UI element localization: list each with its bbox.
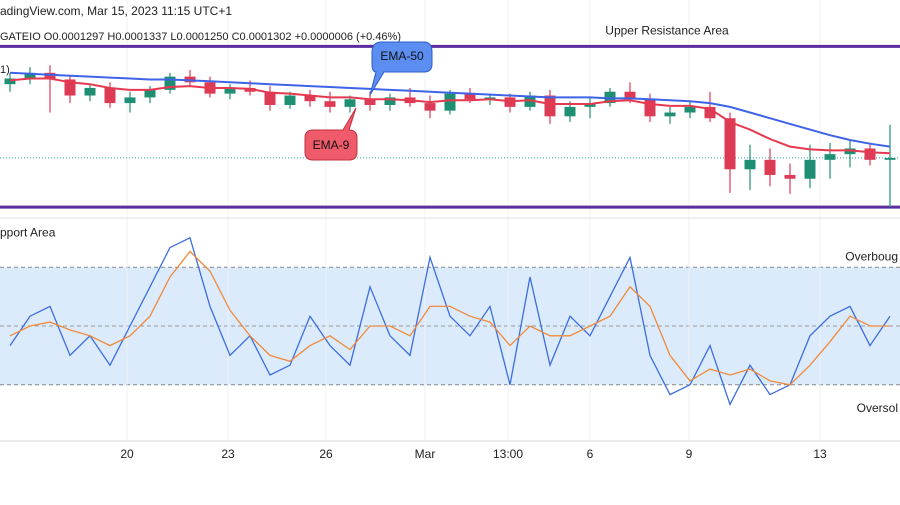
candle-body	[824, 154, 836, 160]
candle-body	[724, 118, 736, 170]
candle-body	[124, 97, 136, 104]
candle-body	[424, 103, 436, 111]
candle-body	[324, 101, 336, 107]
candle-body	[764, 159, 776, 175]
candle-body	[44, 72, 56, 80]
candle-body	[464, 93, 476, 100]
candle-body	[304, 95, 316, 102]
oscillator-line	[9, 236, 891, 407]
ema50-callout-box	[369, 41, 433, 96]
candle-body	[104, 87, 116, 104]
candle-body	[544, 95, 556, 117]
candle-body	[384, 97, 396, 105]
candle-body	[64, 79, 76, 96]
ema50-callout-text: EMA-50	[380, 49, 424, 63]
oscillator-line	[9, 250, 890, 386]
plot-layer	[0, 44, 900, 407]
candle-body	[684, 106, 696, 113]
header-title: adingView.com, Mar 15, 2023 11:15 UTC+1	[0, 4, 232, 18]
candle-body	[704, 106, 716, 119]
grid-layer	[0, 0, 900, 441]
candle-body	[344, 99, 356, 107]
candle-body	[444, 93, 456, 111]
header-ohlc: GATEIO O0.0001297 H0.0001337 L0.0001250 …	[0, 31, 401, 43]
candle-body	[84, 87, 96, 96]
candle-body	[804, 159, 816, 179]
ema-line	[9, 71, 891, 148]
x-tick-label: 23	[221, 447, 235, 461]
candle-body	[624, 91, 636, 100]
candle-body	[564, 106, 576, 117]
candle-body	[364, 99, 376, 105]
ema9-callout-box	[304, 107, 358, 161]
candle-body	[744, 159, 756, 170]
candle-body	[164, 76, 176, 90]
candle-body	[284, 95, 296, 105]
ema9-callout-text: EMA-9	[313, 138, 350, 152]
candle-body	[224, 87, 236, 94]
candle-body	[784, 174, 796, 179]
candle-body	[264, 91, 276, 105]
candle-body	[664, 112, 676, 117]
ema-line	[9, 77, 891, 155]
candle-body	[884, 157, 896, 160]
x-tick-label: 26	[319, 447, 333, 461]
callouts: EMA-50 EMA-9	[304, 41, 433, 161]
candle-body	[4, 78, 16, 85]
candle-body	[864, 148, 876, 160]
candle-body	[644, 99, 656, 117]
x-tick-label: 6	[587, 447, 594, 461]
band-label: Oversol	[857, 401, 898, 415]
candle-body	[24, 72, 36, 79]
x-tick-label: 13	[813, 447, 827, 461]
x-tick-label: 9	[686, 447, 693, 461]
x-tick-label: Mar	[415, 447, 436, 461]
indicator-label: 1)	[0, 64, 10, 76]
level-label: pport Area	[0, 225, 56, 239]
x-tick-label: 20	[120, 447, 134, 461]
level-label: Upper Resistance Area	[605, 24, 729, 38]
band-label: Overboug	[845, 249, 898, 263]
candle-body	[144, 89, 156, 98]
x-tick-label: 13:00	[493, 447, 523, 461]
